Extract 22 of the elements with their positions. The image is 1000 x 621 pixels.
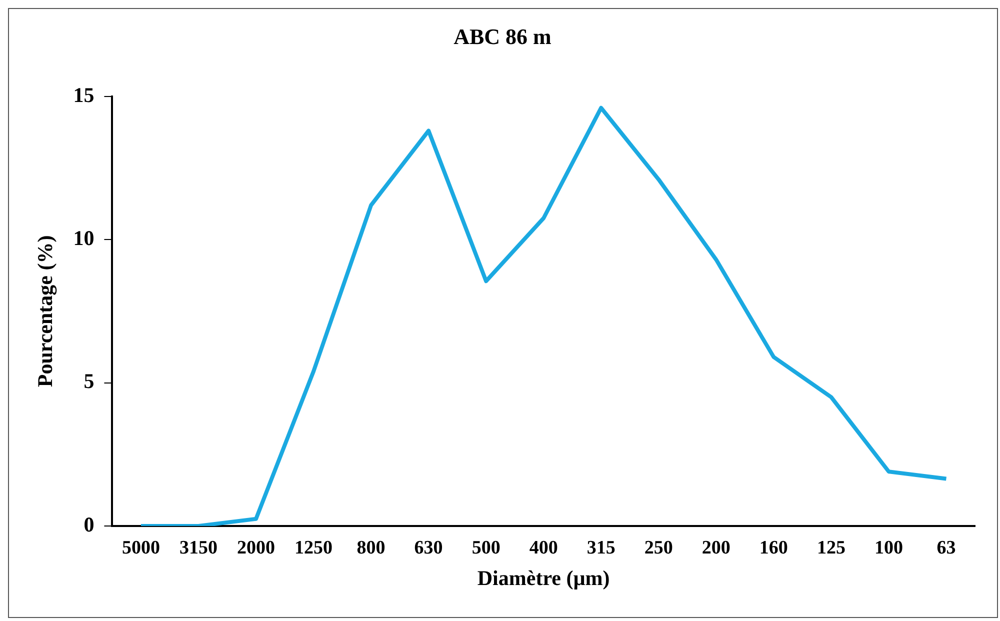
x-tick-label: 160 xyxy=(759,537,788,558)
x-tick-label: 3150 xyxy=(179,537,218,558)
x-tick-label: 500 xyxy=(472,537,500,558)
x-tick-label: 315 xyxy=(586,537,616,558)
x-tick-label: 1250 xyxy=(294,537,333,558)
x-tick-label: 125 xyxy=(816,537,846,558)
x-tick-label: 5000 xyxy=(122,537,160,558)
y-axis-title: Pourcentage (%) xyxy=(33,235,58,388)
y-tick-label: 0 xyxy=(84,512,94,536)
x-tick-label: 800 xyxy=(356,537,386,558)
x-tick-label: 63 xyxy=(936,537,956,558)
x-tick-label: 100 xyxy=(874,537,903,558)
x-tick-label: 250 xyxy=(644,537,673,558)
x-tick-label: 630 xyxy=(414,537,443,558)
x-tick-label: 2000 xyxy=(237,537,275,558)
y-tick-label: 10 xyxy=(73,226,94,250)
x-tick-label: 400 xyxy=(529,537,558,558)
chart-title: ABC 86 m xyxy=(454,24,552,49)
x-tick-label: 200 xyxy=(702,537,730,558)
y-tick-label: 5 xyxy=(84,369,94,394)
y-tick-label: 15 xyxy=(73,82,94,107)
x-axis-title: Diamètre (µm) xyxy=(477,566,610,590)
